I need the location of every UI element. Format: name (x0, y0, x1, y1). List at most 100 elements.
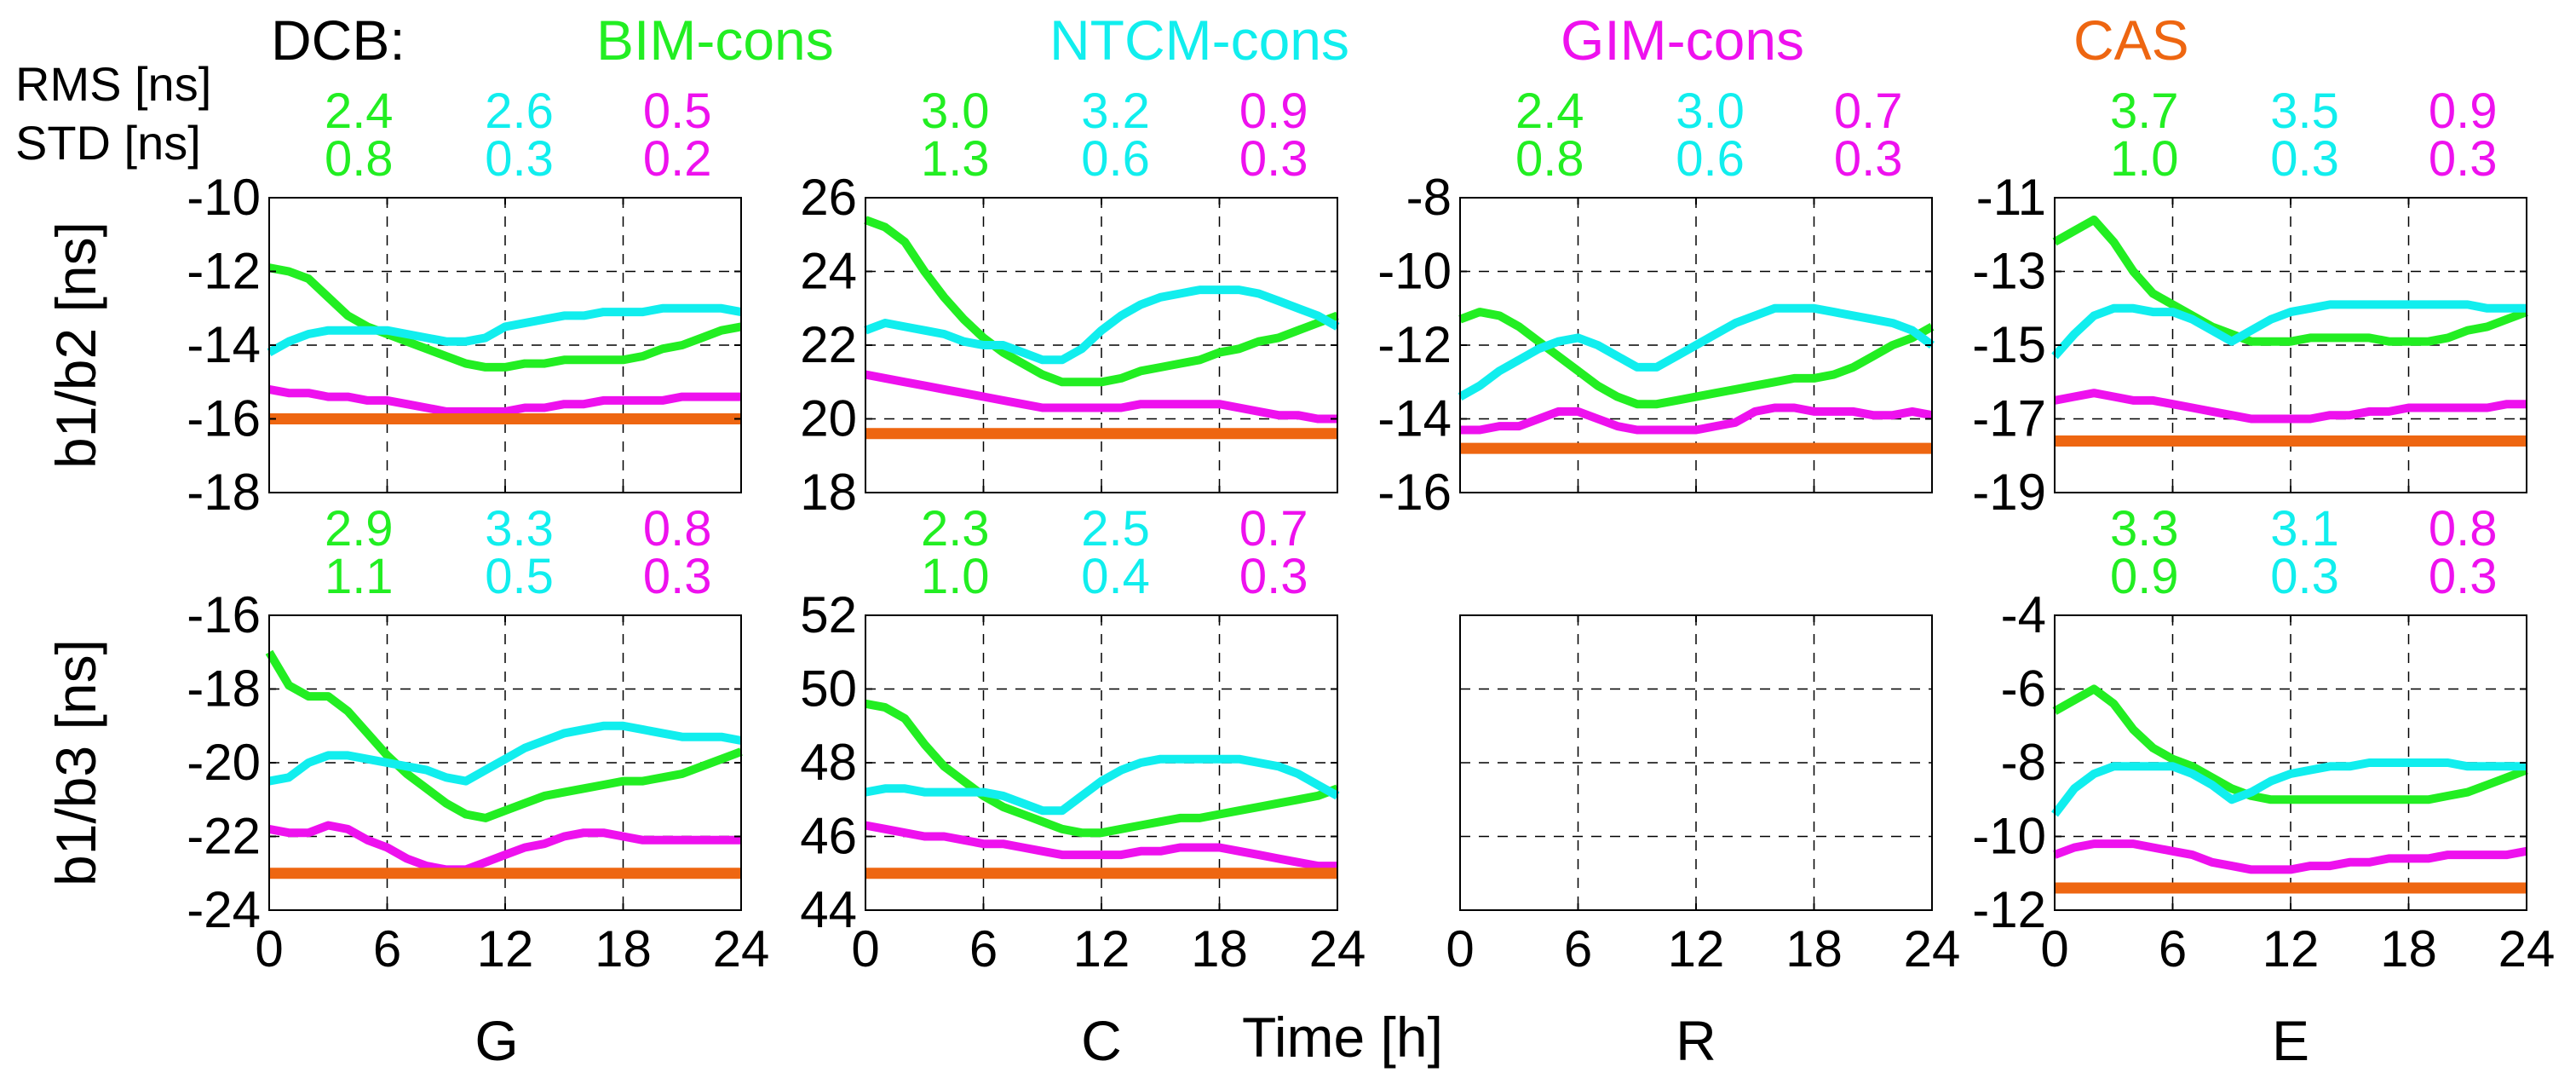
series-line-ntcm-cons (268, 721, 742, 786)
y-tick-label: -18 (187, 660, 261, 718)
legend-cas: CAS (2073, 9, 2189, 72)
x-tick-label: 0 (255, 920, 283, 977)
legend-title: DCB: (271, 9, 405, 72)
y-tick-label: -19 (1972, 464, 2046, 521)
y-tick-label: -14 (187, 316, 261, 373)
std-value: 0.3 (1239, 549, 1308, 604)
x-tick-label: 24 (713, 920, 770, 977)
std-value: 0.2 (643, 131, 712, 187)
y-tick-label: -4 (2001, 586, 2046, 643)
series-line-bim-cons (864, 216, 1339, 387)
series-line-bim-cons (1458, 308, 1935, 409)
y-tick-label: -24 (187, 881, 261, 938)
panel-g-row0: -18 -16 -14 -12 -10 b1/b2 [ns] 2.4 2.6 0.5 0.8 0.3… (44, 84, 742, 521)
system-label-e: E (2272, 1009, 2309, 1072)
series-line-bim-cons (2052, 215, 2528, 346)
std-value: 0.3 (485, 131, 554, 187)
system-label-c: C (1081, 1009, 1122, 1072)
std-label: STD [ns] (15, 116, 201, 170)
series-line-gim-cons (268, 384, 741, 416)
x-tick-label: 18 (1191, 920, 1248, 977)
y-tick-label: -8 (2001, 734, 2046, 791)
y-tick-label: 24 (800, 243, 857, 300)
y-tick-label: -16 (187, 586, 261, 643)
y-tick-label: -10 (187, 169, 261, 226)
y-tick-label: -16 (187, 390, 261, 447)
series-line-gim-cons (1460, 403, 1933, 435)
rms-value: 3.2 (1081, 84, 1150, 139)
rms-value: 2.5 (1081, 501, 1150, 556)
rms-value: 0.7 (1834, 84, 1903, 139)
std-value: 1.0 (2110, 131, 2179, 187)
std-value: 0.8 (325, 131, 394, 187)
std-value: 0.8 (1515, 131, 1584, 187)
system-label-r: R (1676, 1009, 1716, 1072)
y-tick-label: -13 (1972, 243, 2046, 300)
panel-c-row0: 18 20 22 24 26 3.0 3.2 0.9 1.3 0.6 0.3 (800, 84, 1340, 521)
y-axis-label: b1/b2 [ns] (44, 222, 107, 469)
y-tick-label: 26 (800, 169, 857, 226)
x-tick-label: 12 (477, 920, 534, 977)
x-tick-label: 12 (1668, 920, 1725, 977)
y-tick-label: -20 (187, 734, 261, 791)
y-tick-label: -10 (1377, 243, 1452, 300)
panel-c-row1: 0 6 12 18 24 44 46 48 50 52 C 2.3 2.5 0.7 1.0 0.4 0.3 (800, 501, 1366, 1072)
x-tick-label: 6 (373, 920, 401, 977)
y-tick-label: 20 (800, 390, 857, 447)
std-value: 1.3 (921, 131, 990, 187)
rms-value: 3.0 (1676, 84, 1745, 139)
std-value: 0.3 (2429, 549, 2498, 604)
y-tick-label: 46 (800, 808, 857, 865)
x-common-label: Time [h] (1242, 1006, 1443, 1069)
series-line-bim-cons (2052, 684, 2528, 804)
y-tick-label: -16 (1377, 464, 1452, 521)
rms-label: RMS [ns] (15, 57, 211, 111)
series-line-bim-cons (268, 263, 742, 372)
std-value: 0.9 (2110, 549, 2179, 604)
series-line-gim-cons (2053, 839, 2527, 874)
y-tick-label: -12 (187, 243, 261, 300)
series-line-bim-cons (265, 649, 743, 822)
rms-value: 3.5 (2270, 84, 2339, 139)
rms-value: 2.3 (921, 501, 990, 556)
x-tick-label: 18 (1785, 920, 1843, 977)
series-line-gim-cons (865, 821, 1337, 871)
x-tick-label: 0 (851, 920, 879, 977)
std-value: 1.0 (921, 549, 990, 604)
series-line-gim-cons (865, 370, 1337, 424)
std-value: 0.3 (2270, 131, 2339, 187)
std-value: 0.3 (1239, 131, 1308, 187)
series-line-gim-cons (268, 821, 741, 874)
y-tick-label: -8 (1406, 169, 1452, 226)
y-tick-label: -12 (1377, 316, 1452, 373)
y-tick-label: -22 (187, 808, 261, 865)
y-tick-label: 44 (800, 881, 857, 938)
std-value: 1.1 (325, 549, 394, 604)
std-value: 0.6 (1676, 131, 1745, 187)
y-tick-label: -6 (2001, 660, 2046, 718)
y-tick-label: -11 (1976, 169, 2046, 226)
panel-r-row1: 0 6 12 18 24 R (1446, 614, 1961, 1072)
rms-value: 3.1 (2270, 501, 2339, 556)
rms-value: 0.9 (2429, 84, 2498, 139)
x-tick-label: 12 (1073, 920, 1130, 977)
std-value: 0.5 (485, 549, 554, 604)
x-tick-label: 0 (1446, 920, 1474, 977)
legend-ntcm: NTCM-cons (1049, 9, 1349, 72)
x-tick-label: 12 (2263, 920, 2320, 977)
series-line-ntcm-cons (2051, 758, 2527, 817)
y-tick-label: -18 (187, 464, 261, 521)
std-value: 0.3 (643, 549, 712, 604)
x-tick-label: 0 (2040, 920, 2068, 977)
y-tick-label: -12 (1972, 881, 2046, 938)
std-value: 0.3 (2270, 549, 2339, 604)
series-line-gim-cons (2054, 389, 2527, 424)
system-label-g: G (474, 1009, 518, 1072)
x-tick-label: 24 (1904, 920, 1961, 977)
panel-r-row0: -16 -14 -12 -10 -8 2.4 3.0 0.7 0.8 0.6 0.3 (1377, 84, 1935, 521)
x-tick-label: 6 (969, 920, 998, 977)
panel-e-row1: 0 6 12 18 24 -12 -10 -8 -6 -4 E 3.3 3.1 0.8 0.9 0.3 0.3 (1972, 501, 2555, 1072)
series-line-ntcm-cons (267, 303, 742, 356)
x-tick-label: 18 (595, 920, 652, 977)
